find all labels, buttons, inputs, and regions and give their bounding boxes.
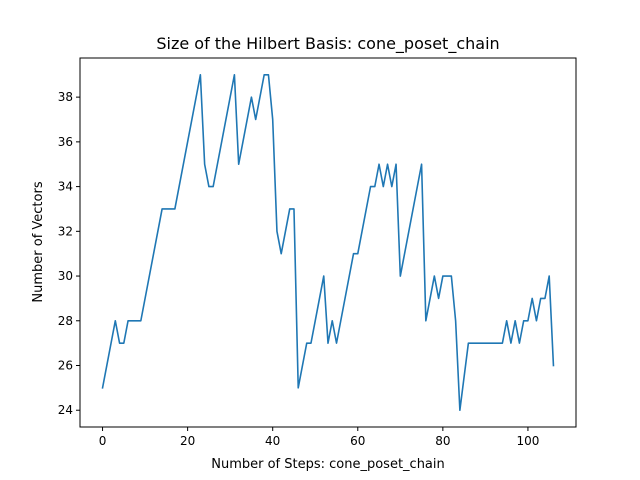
- x-tick-label: 0: [99, 434, 107, 448]
- y-axis-label: Number of Vectors: [31, 181, 46, 302]
- series-line-0: [101, 73, 555, 412]
- x-tick-label: 20: [180, 434, 195, 448]
- x-tick-label: 40: [265, 434, 280, 448]
- x-tick-label: 100: [516, 434, 539, 448]
- y-tick-label: 36: [58, 135, 73, 149]
- x-tick-label: 80: [435, 434, 450, 448]
- y-tick-label: 24: [58, 403, 73, 417]
- y-tick-label: 26: [58, 359, 73, 373]
- chart-title: Size of the Hilbert Basis: cone_poset_ch…: [156, 34, 499, 54]
- y-tick-label: 38: [58, 90, 73, 104]
- plot-area: 0 20 40 60 80 100 24 26 28 30 32 34 36 38: [58, 57, 577, 448]
- plot-frame: [79, 57, 577, 428]
- x-axis-label: Number of Steps: cone_poset_chain: [211, 457, 445, 472]
- y-tick-label: 32: [58, 224, 73, 238]
- x-tick-label: 60: [350, 434, 365, 448]
- y-tick-label: 34: [58, 180, 73, 194]
- y-tick-label: 28: [58, 314, 73, 328]
- y-tick-label: 30: [58, 269, 73, 283]
